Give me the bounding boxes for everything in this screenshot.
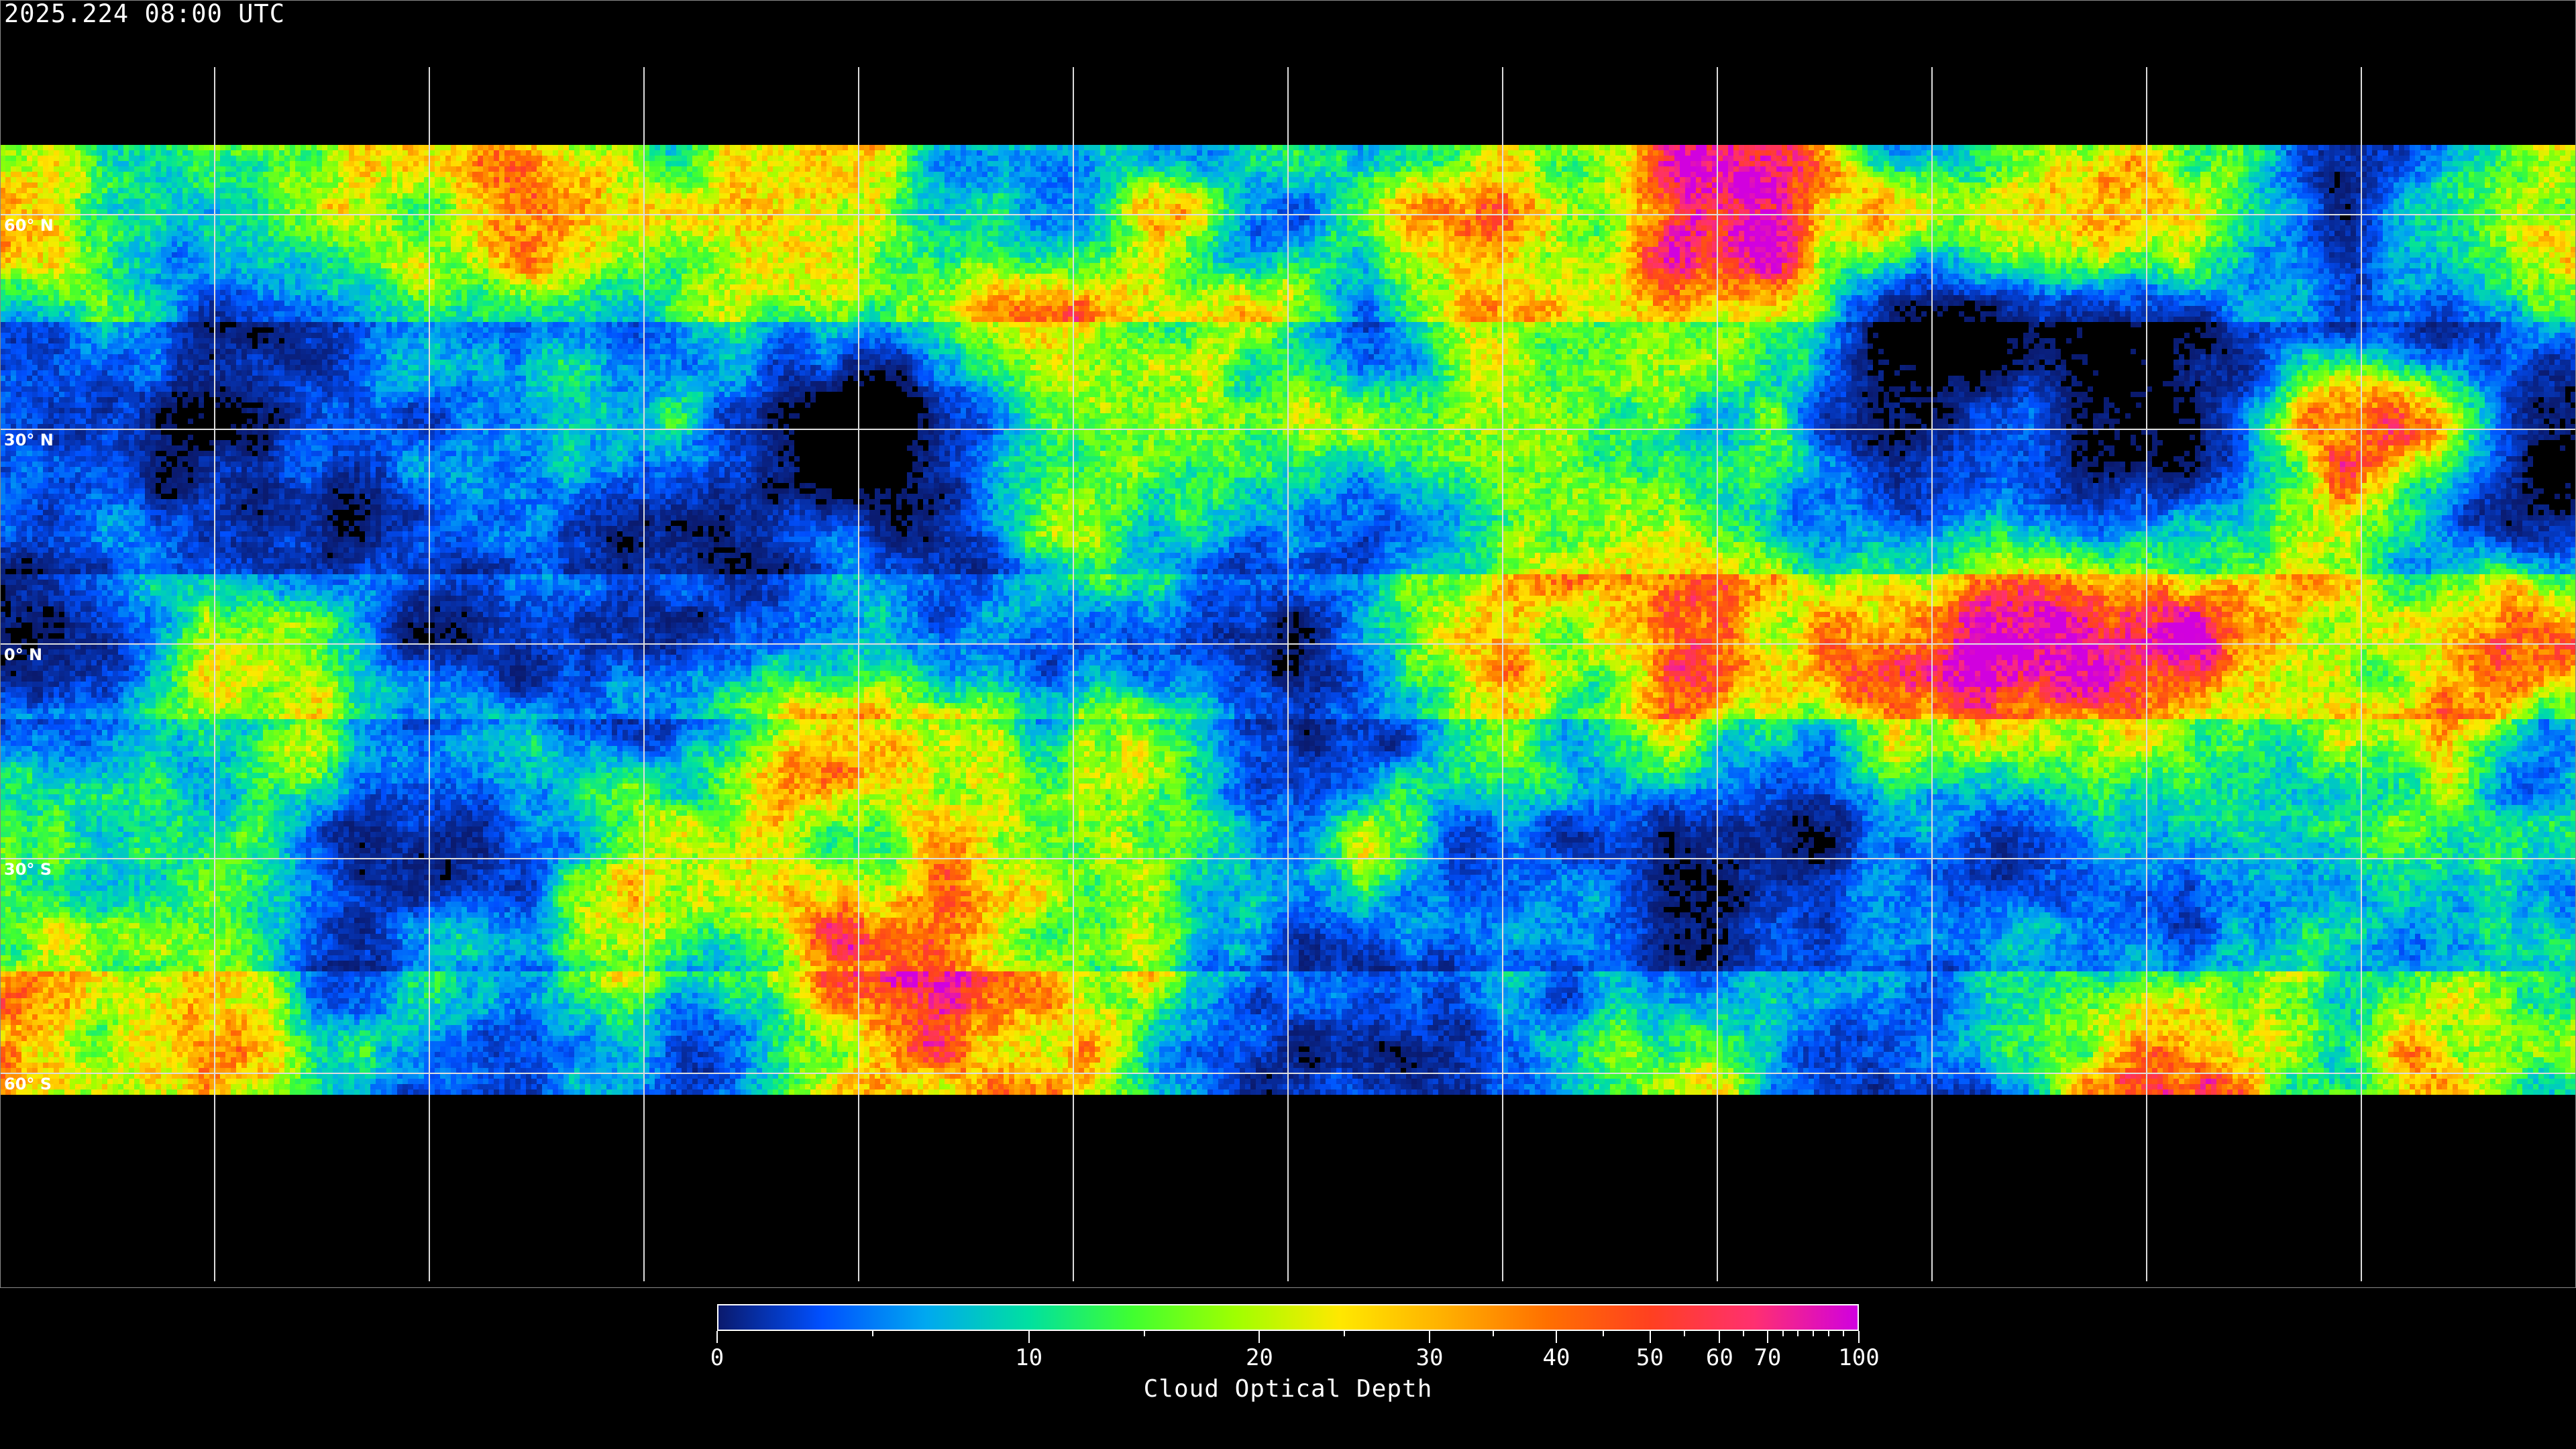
colorbar-minor-tick (1344, 1331, 1346, 1336)
colorbar-major-tick (1719, 1331, 1721, 1343)
lat-label-0: 0° N (4, 645, 43, 664)
colorbar (717, 1304, 1859, 1331)
colorbar-tick-label: 60 (1705, 1344, 1733, 1371)
colorbar-major-tick (1555, 1331, 1557, 1343)
colorbar-tick-label: 0 (710, 1344, 724, 1371)
colorbar-minor-tick (1843, 1331, 1845, 1336)
colorbar-major-tick (1858, 1331, 1860, 1343)
colorbar-minor-tick (1492, 1331, 1494, 1336)
colorbar-major-tick (1766, 1331, 1768, 1343)
colorbar-major-tick (1429, 1331, 1431, 1343)
colorbar-tick-label: 10 (1015, 1344, 1043, 1371)
colorbar-tick-label: 40 (1542, 1344, 1570, 1371)
lat-lon-gridlines (0, 67, 2576, 1281)
colorbar-minor-tick (1684, 1331, 1686, 1336)
colorbar-major-tick (1258, 1331, 1260, 1343)
colorbar-minor-tick (1743, 1331, 1745, 1336)
colorbar-minor-tick (1812, 1331, 1814, 1336)
colorbar-tick-label: 30 (1415, 1344, 1444, 1371)
colorbar-tick-label: 50 (1636, 1344, 1664, 1371)
colorbar-tick-label: 100 (1838, 1344, 1880, 1371)
colorbar-major-tick (1649, 1331, 1651, 1343)
colorbar-tick-label: 20 (1245, 1344, 1273, 1371)
lat-label-30s: 30° S (4, 860, 52, 879)
lat-label-30n: 30° N (4, 431, 54, 449)
colorbar-title: Cloud Optical Depth (1143, 1375, 1433, 1403)
colorbar-minor-tick (872, 1331, 874, 1336)
colorbar-minor-tick (1143, 1331, 1145, 1336)
colorbar-minor-tick (1797, 1331, 1799, 1336)
colorbar-minor-tick (1782, 1331, 1784, 1336)
colorbar-tick-label: 70 (1754, 1344, 1782, 1371)
colorbar-minor-tick (1602, 1331, 1604, 1336)
timestamp-title: 2025.224 08:00 UTC (4, 0, 285, 28)
lat-label-60n: 60° N (4, 216, 54, 235)
colorbar-minor-tick (1827, 1331, 1829, 1336)
colorbar-ticks: 0 10 20 30 40 50 60 70 100 (710, 1331, 1880, 1371)
colorbar-major-tick (716, 1331, 718, 1343)
colorbar-major-tick (1028, 1331, 1030, 1343)
lat-label-60s: 60° S (4, 1075, 52, 1093)
